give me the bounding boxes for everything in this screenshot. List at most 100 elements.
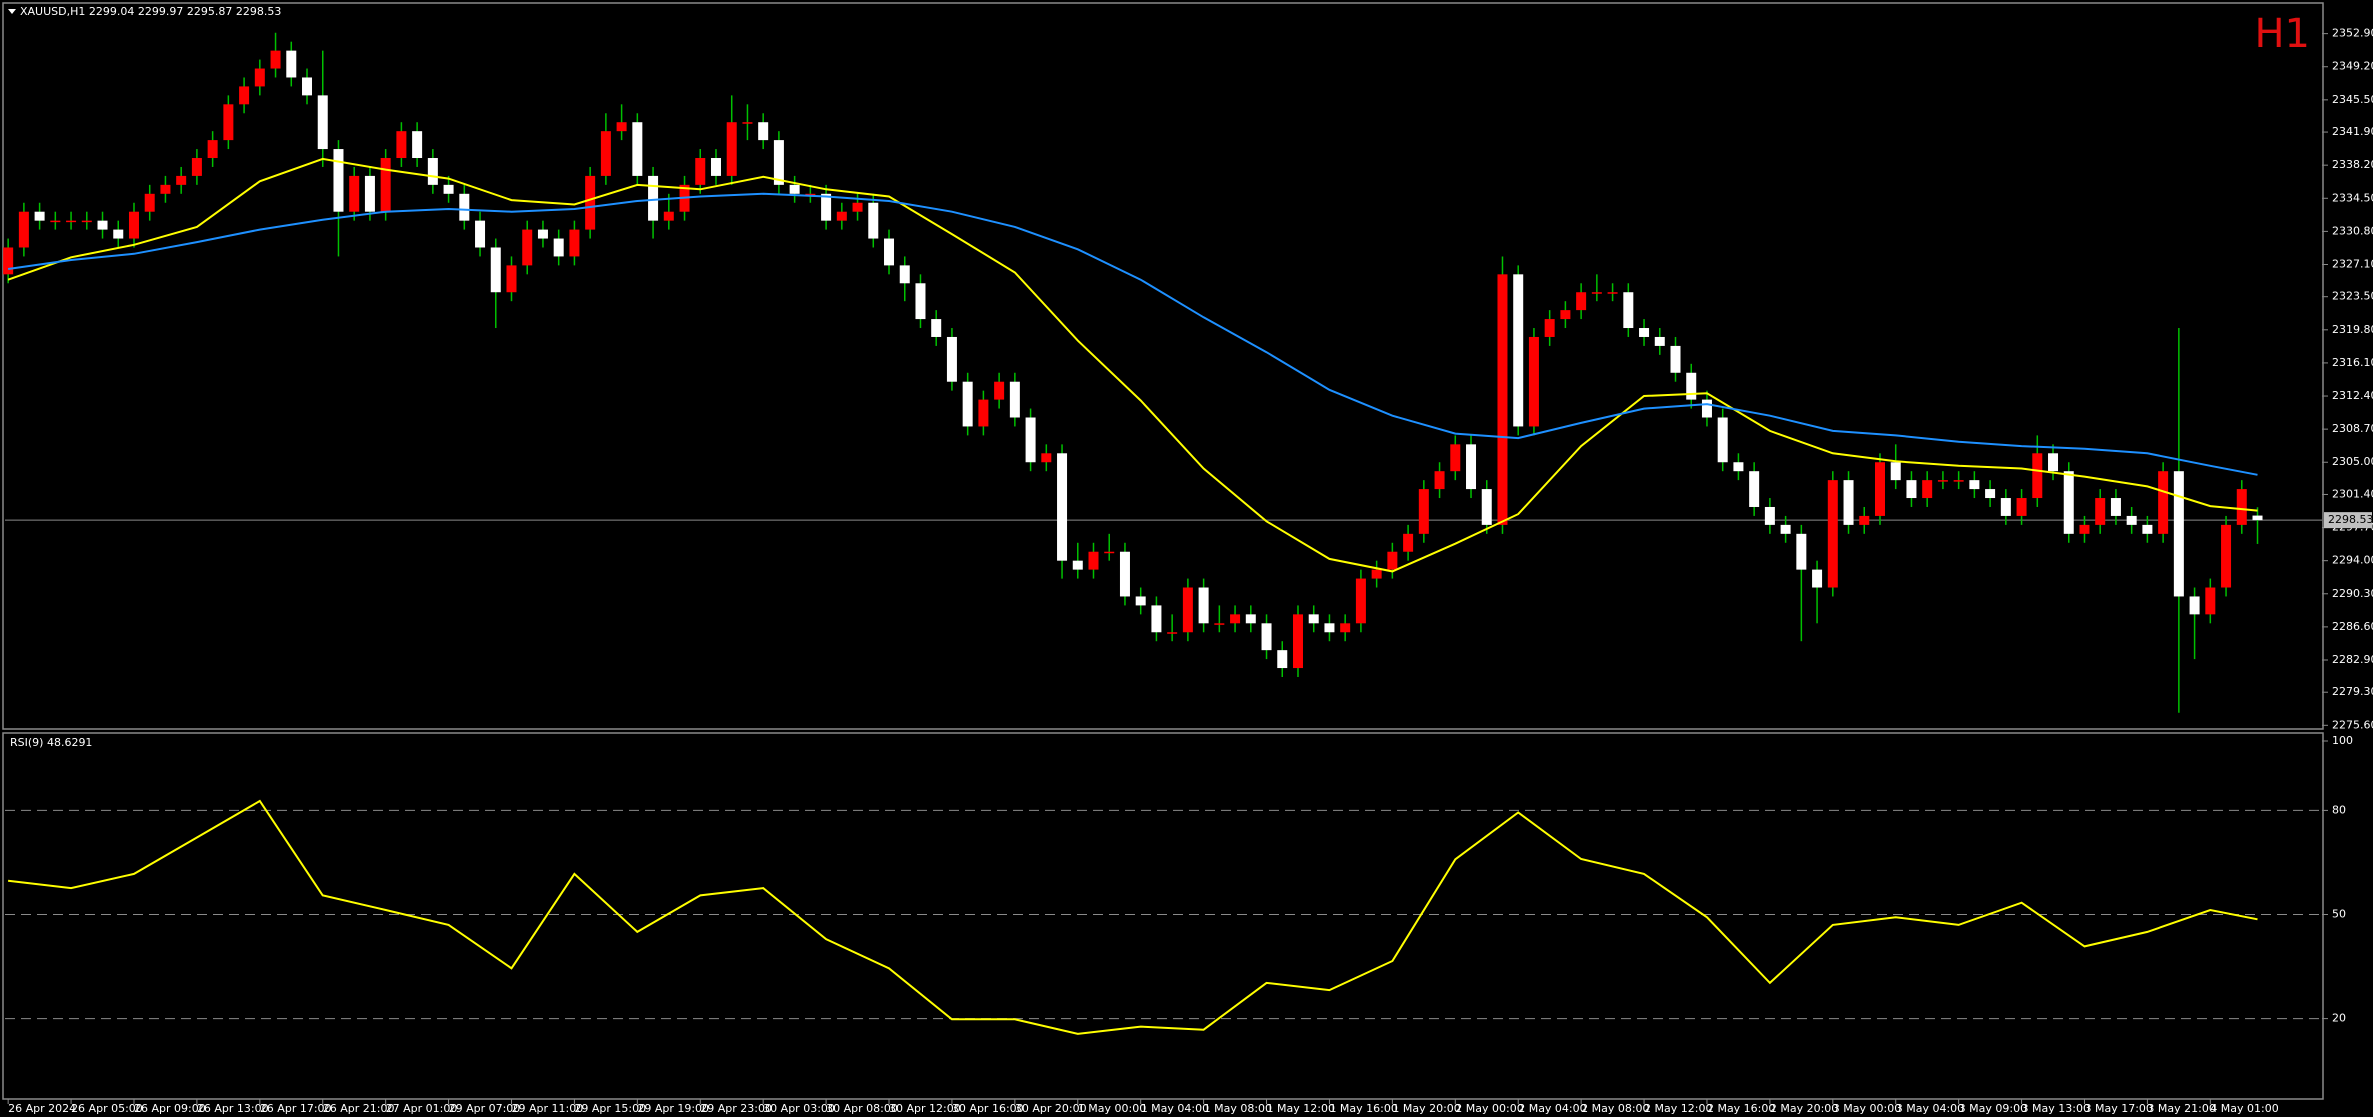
candle-body xyxy=(915,283,926,320)
x-tick-label: 30 Apr 12:00 xyxy=(889,1102,961,1115)
candle-body xyxy=(1041,453,1052,463)
candle-body xyxy=(585,175,596,230)
candle-body xyxy=(2142,524,2153,534)
y-tick-label: 2330.80 xyxy=(2332,224,2373,237)
x-tick-label: 29 Apr 23:00 xyxy=(700,1102,772,1115)
candle-body xyxy=(364,175,375,212)
candle-body xyxy=(223,104,234,141)
candle-body xyxy=(648,175,659,221)
x-tick-label: 2 May 20:00 xyxy=(1770,1102,1838,1115)
candle-body xyxy=(1450,444,1461,472)
candle-body xyxy=(1182,587,1193,633)
candle-body xyxy=(2158,471,2169,534)
candle-body xyxy=(1292,614,1303,669)
candle-body xyxy=(160,184,171,194)
candle-body xyxy=(1528,336,1539,427)
y-tick-label: 80 xyxy=(2332,803,2346,816)
candle-body xyxy=(1890,462,1901,481)
candle-body xyxy=(349,175,360,212)
x-tick-label: 2 May 12:00 xyxy=(1644,1102,1712,1115)
candle-body xyxy=(1371,569,1382,579)
candle-body xyxy=(1513,274,1524,427)
candle-body xyxy=(1969,480,1980,490)
candle-body xyxy=(1780,524,1791,534)
y-tick-label: 50 xyxy=(2332,908,2346,921)
candle-body xyxy=(616,122,627,132)
candle-body xyxy=(2063,471,2074,534)
rsi-title: RSI(9) 48.6291 xyxy=(10,736,92,749)
candle-body xyxy=(380,158,391,212)
candle-body xyxy=(254,68,265,87)
x-tick-label: 26 Apr 21:00 xyxy=(323,1102,395,1115)
x-tick-label: 26 Apr 17:00 xyxy=(260,1102,332,1115)
x-tick-label: 30 Apr 03:00 xyxy=(763,1102,835,1115)
candle-body xyxy=(569,229,580,257)
x-tick-label: 3 May 09:00 xyxy=(1959,1102,2027,1115)
candle-body xyxy=(931,319,942,337)
y-tick-label: 2327.10 xyxy=(2332,257,2373,270)
candle-body xyxy=(1560,310,1571,320)
candle-body xyxy=(632,122,643,176)
y-tick-label: 2338.20 xyxy=(2332,158,2373,171)
x-tick-label: 29 Apr 15:00 xyxy=(574,1102,646,1115)
candle-body xyxy=(97,220,108,230)
candle-body xyxy=(490,247,501,293)
candle-body xyxy=(852,202,863,212)
candle-body xyxy=(773,140,784,185)
candle-body xyxy=(1654,336,1665,346)
candle-body xyxy=(1544,319,1555,337)
y-tick-label: 2349.20 xyxy=(2332,60,2373,73)
candle-body xyxy=(1230,614,1241,624)
candle-body xyxy=(2236,489,2247,525)
candle-body xyxy=(1670,345,1681,373)
x-tick-label: 29 Apr 07:00 xyxy=(449,1102,521,1115)
candle-body xyxy=(553,238,564,257)
candle-body xyxy=(836,211,847,221)
candle-body xyxy=(1088,551,1099,570)
x-tick-label: 3 May 00:00 xyxy=(1833,1102,1901,1115)
collapse-arrow[interactable] xyxy=(8,9,16,14)
candle-body xyxy=(34,211,45,221)
candle-body xyxy=(1434,471,1445,490)
x-tick-label: 2 May 00:00 xyxy=(1455,1102,1523,1115)
candle-body xyxy=(2048,453,2059,472)
candle-body xyxy=(1623,292,1634,329)
candle-body xyxy=(1135,596,1146,606)
candle-body xyxy=(1355,578,1366,624)
candle-body xyxy=(2032,453,2043,499)
candle-body xyxy=(1591,292,1602,294)
candle-body xyxy=(1481,489,1492,525)
y-tick-label: 2286.60 xyxy=(2332,620,2373,633)
candle-body xyxy=(1340,623,1351,633)
candle-body xyxy=(1104,551,1115,554)
candle-body xyxy=(805,193,816,196)
candle-body xyxy=(1985,489,1996,499)
x-tick-label: 2 May 08:00 xyxy=(1581,1102,1649,1115)
y-tick-label: 2290.30 xyxy=(2332,587,2373,600)
candle-body xyxy=(1324,623,1335,633)
y-tick-label: 2352.90 xyxy=(2332,27,2373,40)
x-tick-label: 26 Apr 2024 xyxy=(8,1102,76,1115)
candle-body xyxy=(2173,471,2184,597)
candle-body xyxy=(239,86,250,105)
candle-body xyxy=(1261,623,1272,651)
x-tick-label: 30 Apr 20:00 xyxy=(1015,1102,1087,1115)
x-tick-label: 1 May 00:00 xyxy=(1078,1102,1146,1115)
candle-body xyxy=(144,193,155,212)
candle-body xyxy=(1843,480,1854,525)
candle-body xyxy=(427,158,438,185)
candle-body xyxy=(207,140,218,159)
candle-body xyxy=(1686,372,1697,400)
x-tick-label: 30 Apr 16:00 xyxy=(952,1102,1024,1115)
timeframe-badge: H1 xyxy=(2254,11,2310,57)
x-tick-label: 3 May 13:00 xyxy=(2022,1102,2090,1115)
y-tick-label: 20 xyxy=(2332,1012,2346,1025)
candle-body xyxy=(443,184,454,194)
candle-body xyxy=(2000,498,2011,516)
x-tick-label: 26 Apr 09:00 xyxy=(134,1102,206,1115)
y-tick-label: 2316.10 xyxy=(2332,356,2373,369)
candle-body xyxy=(3,247,14,275)
candle-body xyxy=(1906,480,1917,499)
candle-body xyxy=(1025,417,1036,463)
candle-body xyxy=(1198,587,1209,624)
